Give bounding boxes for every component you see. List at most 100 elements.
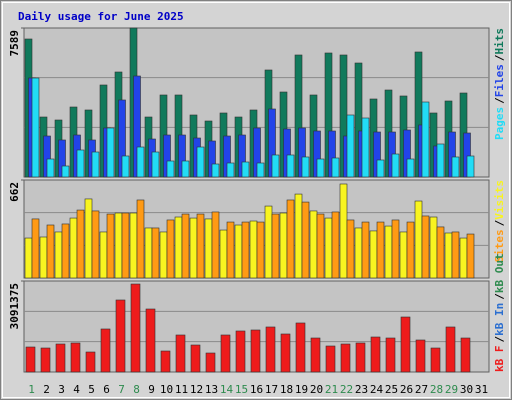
legend-entry: kB F <box>493 346 506 373</box>
bar <box>106 127 115 178</box>
bar <box>301 156 310 178</box>
bar <box>459 237 468 279</box>
bar <box>204 218 213 279</box>
bar <box>235 330 246 373</box>
x-tick-label: 20 <box>310 383 323 396</box>
bar <box>361 117 370 178</box>
bar <box>226 162 235 178</box>
bar <box>166 160 175 178</box>
legend-entry: Visits <box>493 180 506 220</box>
bar <box>286 199 295 279</box>
bar <box>91 210 100 279</box>
bar <box>340 343 351 373</box>
x-tick-label: 25 <box>385 383 398 396</box>
bar <box>436 143 445 178</box>
bar <box>444 232 453 279</box>
bar <box>76 209 85 279</box>
bar <box>361 221 370 279</box>
bar <box>414 200 423 279</box>
bar <box>429 216 438 279</box>
bar <box>61 165 70 178</box>
bar <box>265 326 276 373</box>
bar <box>391 153 400 178</box>
bar <box>316 213 325 279</box>
bar <box>295 322 306 373</box>
bar <box>346 219 355 279</box>
bar <box>294 193 303 279</box>
bar <box>279 212 288 279</box>
x-tick-label: 28 <box>430 383 443 396</box>
bar <box>31 218 40 279</box>
bar <box>39 236 48 279</box>
bar <box>370 336 381 373</box>
bar <box>136 199 145 279</box>
bar <box>451 156 460 178</box>
bar <box>406 158 415 178</box>
bar <box>256 162 265 178</box>
bar <box>406 221 415 279</box>
bar <box>130 283 141 373</box>
bar <box>376 221 385 279</box>
bar <box>436 226 445 279</box>
legend-entry: Files <box>493 64 506 97</box>
bar <box>264 205 273 279</box>
bar <box>46 158 55 178</box>
bar <box>219 229 228 279</box>
bar <box>151 151 160 178</box>
x-tick-label: 30 <box>460 383 473 396</box>
x-tick-label: 16 <box>250 383 263 396</box>
bar <box>159 231 168 279</box>
bar <box>121 155 130 178</box>
x-tick-label: 6 <box>103 383 110 396</box>
bar <box>190 344 201 373</box>
bar <box>114 212 123 279</box>
bar <box>69 217 78 279</box>
bar <box>84 198 93 279</box>
bar <box>324 217 333 279</box>
bar <box>241 161 250 178</box>
chart-title: Daily usage for June 2025 <box>18 10 184 23</box>
bar <box>331 157 340 178</box>
bar <box>196 213 205 279</box>
x-tick-label: 3 <box>58 383 65 396</box>
bar <box>316 158 325 178</box>
bar <box>271 213 280 279</box>
bar <box>226 221 235 279</box>
bar <box>430 347 441 373</box>
bar <box>106 213 115 279</box>
bar <box>40 347 51 373</box>
legend-entry: Sites <box>493 229 506 262</box>
bar <box>99 231 108 279</box>
bar <box>175 334 186 373</box>
frame-bevel <box>2 2 510 398</box>
bar <box>376 159 385 178</box>
bar <box>421 101 430 178</box>
x-tick-label: 8 <box>133 383 140 396</box>
bar <box>301 201 310 279</box>
bar <box>70 342 81 373</box>
x-tick-label: 29 <box>445 383 458 396</box>
bar <box>346 114 355 178</box>
bar <box>129 212 138 279</box>
bar <box>181 160 190 178</box>
x-tick-label: 24 <box>370 383 384 396</box>
x-tick-label: 22 <box>340 383 353 396</box>
legend: kB F/kB In/kB Out <box>493 253 506 372</box>
bar <box>76 149 85 178</box>
bar <box>61 223 70 279</box>
bar <box>145 308 156 373</box>
legend-entry: Pages <box>493 107 506 140</box>
bar <box>256 221 265 279</box>
bar <box>415 339 426 373</box>
x-tick-label: 9 <box>148 383 155 396</box>
y-tick-label: 3091375 <box>8 283 21 329</box>
x-tick-label: 2 <box>43 383 50 396</box>
bar <box>400 316 411 373</box>
bar <box>339 183 348 279</box>
legend-separator: / <box>493 54 506 61</box>
x-tick-label: 31 <box>475 383 488 396</box>
bar <box>241 221 250 279</box>
bar <box>460 337 471 373</box>
bar <box>85 351 96 373</box>
bar <box>91 151 100 178</box>
